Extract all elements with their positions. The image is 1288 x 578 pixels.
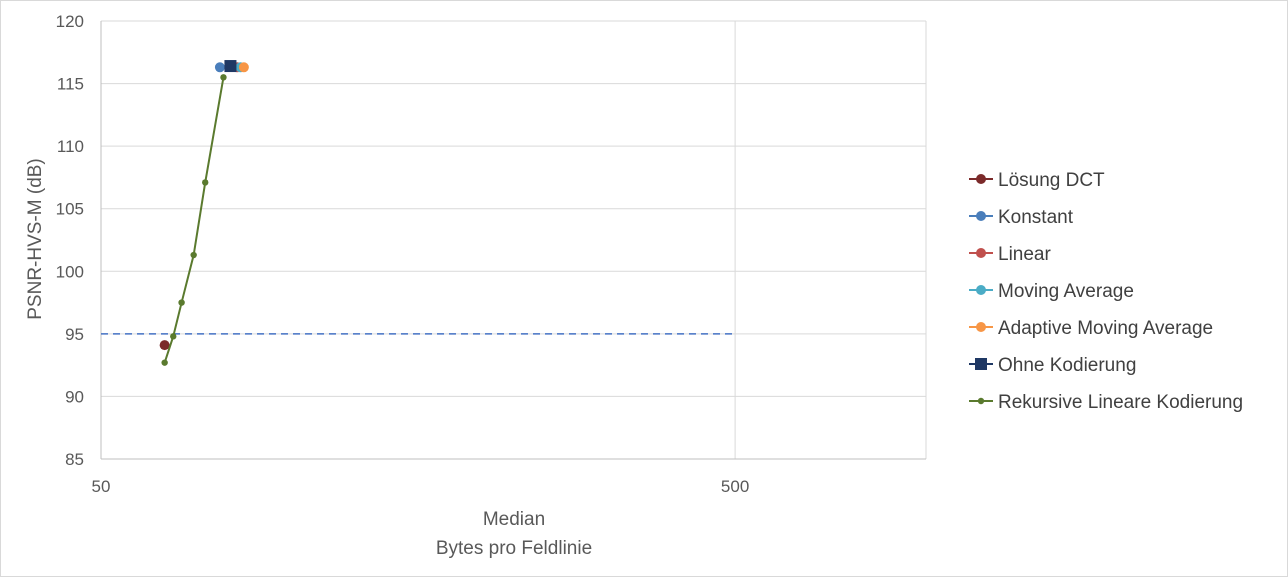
series-4 — [238, 62, 249, 73]
data-point — [178, 299, 185, 306]
x-tick-label: 50 — [92, 477, 111, 496]
legend-marker — [976, 174, 986, 184]
x-tick-label: 500 — [721, 477, 749, 496]
legend-item: Konstant — [969, 207, 1074, 228]
data-point — [238, 62, 249, 73]
x-axis-subtitle: Bytes pro Feldlinie — [436, 538, 592, 559]
legend-label: Moving Average — [998, 281, 1134, 302]
legend-marker — [976, 211, 986, 221]
data-point — [202, 179, 209, 186]
legend: Lösung DCT Konstant Linear Moving Average Ad… — [969, 170, 1243, 413]
y-axis-title: PSNR-HVS-M (dB) — [25, 158, 46, 320]
y-tick-label: 105 — [56, 200, 84, 219]
y-tick-label: 120 — [56, 12, 84, 31]
x-axis-title: Median — [483, 509, 545, 530]
data-point — [190, 251, 197, 259]
axes: 85 90 95 100 105 110 115 120 50 500 — [56, 12, 926, 496]
legend-item: Moving Average — [969, 281, 1134, 302]
legend-item: Ohne Kodierung — [969, 355, 1136, 376]
legend-marker — [975, 358, 987, 370]
legend-marker — [977, 397, 985, 405]
y-tick-label: 95 — [65, 325, 84, 344]
series-5 — [224, 60, 237, 73]
y-tick-label: 90 — [65, 387, 84, 406]
data-point — [161, 359, 168, 366]
legend-marker — [976, 285, 986, 295]
legend-item: Adaptive Moving Average — [969, 318, 1213, 339]
legend-item: Lösung DCT — [969, 170, 1105, 191]
data-point — [224, 60, 237, 73]
series-6 — [161, 74, 227, 366]
series-line — [163, 77, 225, 363]
legend-item: Linear — [969, 244, 1051, 265]
legend-label: Adaptive Moving Average — [998, 318, 1213, 339]
data-point — [159, 340, 170, 351]
data-point — [214, 62, 225, 73]
legend-marker — [976, 322, 986, 332]
series-1 — [214, 62, 225, 73]
grid — [100, 20, 927, 460]
series-0 — [159, 340, 170, 351]
data-point — [220, 74, 227, 81]
data-point — [170, 333, 177, 340]
y-tick-label: 115 — [57, 75, 84, 94]
legend-label: Konstant — [998, 207, 1074, 228]
y-tick-label: 100 — [56, 262, 84, 281]
legend-item: Rekursive Lineare Kodierung — [969, 392, 1243, 413]
plot-area — [101, 60, 736, 366]
y-tick-label: 110 — [57, 137, 84, 156]
legend-label: Linear — [998, 244, 1051, 265]
y-tick-label: 85 — [65, 450, 84, 469]
legend-label: Rekursive Lineare Kodierung — [998, 392, 1243, 413]
legend-label: Lösung DCT — [998, 170, 1105, 191]
legend-label: Ohne Kodierung — [998, 355, 1136, 376]
legend-marker — [976, 248, 986, 258]
